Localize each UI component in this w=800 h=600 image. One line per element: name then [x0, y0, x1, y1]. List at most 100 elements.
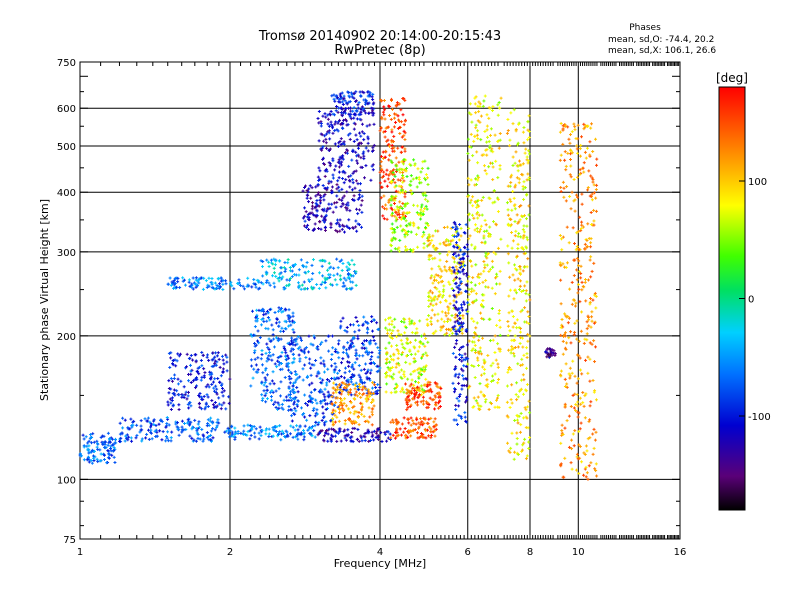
data-point — [424, 204, 428, 208]
data-point — [513, 450, 517, 454]
data-point — [360, 130, 364, 134]
data-point — [278, 424, 282, 428]
data-point — [322, 438, 326, 442]
data-point — [357, 382, 361, 386]
data-point — [424, 436, 428, 440]
data-point — [277, 324, 281, 328]
data-point — [280, 402, 284, 406]
data-point — [86, 456, 90, 460]
data-point — [399, 224, 403, 228]
data-point — [256, 356, 260, 360]
data-point — [357, 411, 361, 415]
data-point — [209, 433, 213, 437]
data-point — [371, 168, 375, 172]
data-point — [398, 200, 402, 204]
data-point — [515, 398, 519, 402]
data-point — [277, 259, 281, 263]
data-point — [412, 203, 416, 207]
data-point — [563, 377, 567, 381]
data-point — [214, 405, 218, 409]
data-point — [568, 366, 572, 370]
data-point — [347, 364, 351, 368]
data-point — [268, 350, 272, 354]
data-point — [438, 258, 442, 262]
data-point — [378, 181, 382, 185]
data-point — [423, 197, 427, 201]
data-point — [588, 297, 592, 301]
data-point — [567, 414, 571, 418]
data-point — [513, 207, 517, 211]
data-point — [335, 187, 339, 191]
data-point — [480, 352, 484, 356]
data-point — [585, 449, 589, 453]
data-point — [340, 111, 344, 115]
data-point — [573, 321, 577, 325]
data-point — [427, 314, 431, 318]
data-point — [351, 323, 355, 327]
data-point — [338, 411, 342, 415]
data-point — [315, 408, 319, 412]
data-point — [395, 434, 399, 438]
data-point — [416, 381, 420, 385]
data-point — [496, 393, 500, 397]
data-point — [562, 186, 566, 190]
data-point — [258, 425, 262, 429]
data-point — [582, 341, 586, 345]
data-point — [494, 358, 498, 362]
data-point — [101, 443, 105, 447]
data-point — [384, 203, 388, 207]
data-point — [506, 324, 510, 328]
data-point — [518, 159, 522, 163]
data-point — [211, 427, 215, 431]
data-point — [180, 419, 184, 423]
data-point — [305, 418, 309, 422]
data-point — [476, 216, 480, 220]
data-point — [506, 244, 510, 248]
data-point — [336, 266, 340, 270]
data-point — [333, 420, 337, 424]
data-point — [583, 242, 587, 246]
data-point — [421, 402, 425, 406]
data-point — [303, 424, 307, 428]
data-point — [511, 239, 515, 243]
data-point — [345, 433, 349, 437]
data-point — [525, 265, 529, 269]
data-point — [371, 433, 375, 437]
data-point — [260, 353, 264, 357]
data-point — [571, 226, 575, 230]
data-point — [357, 364, 361, 368]
data-point — [573, 128, 577, 132]
data-point — [398, 215, 402, 219]
data-point — [355, 207, 359, 211]
data-point — [374, 342, 378, 346]
data-point — [592, 427, 596, 431]
data-point — [290, 414, 294, 418]
data-point — [295, 403, 299, 407]
data-point — [585, 320, 589, 324]
data-point — [330, 427, 334, 431]
data-point — [288, 432, 292, 436]
data-point — [246, 430, 250, 434]
data-point — [113, 460, 117, 464]
data-point — [174, 422, 178, 426]
data-point — [484, 278, 488, 282]
data-point — [336, 179, 340, 183]
data-point — [423, 344, 427, 348]
data-point — [317, 271, 321, 275]
data-point — [194, 276, 198, 280]
data-point — [187, 379, 191, 383]
data-point — [431, 234, 435, 238]
data-point — [282, 398, 286, 402]
data-point — [416, 204, 420, 208]
data-point — [84, 435, 88, 439]
data-point — [523, 284, 527, 288]
data-point — [466, 254, 470, 258]
data-point — [288, 381, 292, 385]
data-point — [89, 433, 93, 437]
data-point — [212, 386, 216, 390]
data-point — [258, 336, 262, 340]
data-point — [272, 271, 276, 275]
data-point — [466, 152, 470, 156]
data-point — [561, 142, 565, 146]
data-point — [404, 436, 408, 440]
